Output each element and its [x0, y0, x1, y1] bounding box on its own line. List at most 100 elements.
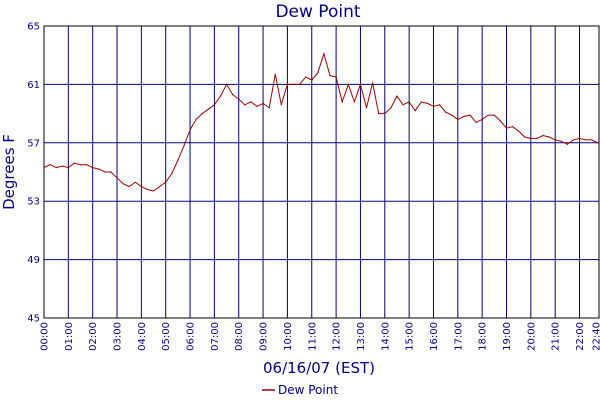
- data-point: [86, 164, 88, 166]
- x-tick-label: 15:00: [405, 322, 416, 351]
- x-tick-label: 16:00: [429, 322, 440, 351]
- data-point: [244, 104, 246, 106]
- data-point: [183, 145, 185, 147]
- data-point: [159, 186, 161, 188]
- data-point: [432, 105, 435, 107]
- data-point: [487, 114, 489, 116]
- y-axis-label: Degrees F: [0, 134, 18, 210]
- y-tick-label: 53: [27, 197, 40, 208]
- data-point: [475, 121, 477, 123]
- x-tick-label: 12:00: [332, 322, 343, 351]
- data-point: [116, 177, 118, 179]
- x-tick-label: 06:00: [186, 322, 197, 351]
- data-point: [171, 172, 173, 175]
- data-point: [572, 139, 575, 141]
- data-point: [207, 108, 209, 110]
- data-point: [213, 104, 215, 106]
- series-layer: [43, 51, 599, 192]
- data-point: [292, 83, 295, 85]
- data-point: [134, 181, 136, 183]
- data-point: [299, 83, 301, 85]
- x-tick-label: 07:00: [210, 322, 221, 351]
- data-point: [439, 104, 441, 106]
- grid-lines: [44, 25, 599, 319]
- x-tick-label: 17:00: [453, 322, 464, 351]
- data-point: [499, 120, 501, 122]
- data-point: [280, 104, 282, 106]
- data-point: [597, 142, 599, 144]
- data-point: [61, 165, 63, 167]
- data-point: [268, 107, 270, 109]
- x-tick-label: 05:00: [161, 322, 172, 351]
- data-point: [402, 104, 404, 106]
- x-tick-label: 19:00: [502, 322, 513, 351]
- x-tick-label: 08:00: [234, 322, 245, 351]
- data-point: [256, 105, 258, 107]
- data-point: [426, 102, 428, 104]
- x-tick-label: 13:00: [356, 322, 367, 351]
- data-point: [110, 171, 112, 173]
- data-point: [372, 82, 374, 84]
- plot-area: [43, 25, 600, 319]
- data-point: [396, 95, 398, 97]
- data-point: [414, 110, 416, 112]
- y-tick-label: 45: [27, 314, 40, 325]
- data-point: [323, 53, 325, 55]
- x-tick-label: 00:00: [40, 322, 51, 351]
- x-tick-label: 20:00: [526, 322, 537, 351]
- data-point: [578, 137, 581, 139]
- series-line: [43, 51, 599, 192]
- x-tick-label: 18:00: [478, 322, 489, 351]
- data-point: [152, 190, 155, 192]
- data-point: [250, 101, 252, 103]
- x-tick-label: 21:00: [551, 322, 562, 351]
- data-point: [384, 113, 386, 115]
- data-point: [286, 83, 288, 85]
- data-point: [524, 136, 526, 138]
- data-point: [177, 159, 179, 161]
- data-point: [566, 143, 569, 145]
- data-point: [548, 136, 550, 138]
- data-point: [542, 134, 544, 137]
- data-point: [98, 168, 100, 170]
- data-point: [445, 111, 447, 113]
- data-point: [353, 101, 355, 103]
- data-point: [341, 101, 343, 103]
- legend-label: Dew Point: [278, 383, 338, 397]
- legend: Dew Point: [262, 383, 338, 397]
- x-tick-label: 11:00: [307, 322, 318, 351]
- data-point: [420, 101, 422, 103]
- y-tick-labels: 45 49 53 57 61 65: [27, 22, 40, 325]
- data-point: [49, 164, 51, 166]
- data-point: [390, 107, 392, 109]
- data-point: [329, 75, 331, 77]
- data-point: [493, 114, 495, 116]
- data-point: [232, 94, 234, 96]
- data-point: [79, 164, 82, 166]
- data-point: [451, 114, 453, 116]
- data-point: [585, 139, 587, 141]
- data-point: [43, 167, 45, 169]
- data-point: [165, 181, 167, 183]
- chart-title: Dew Point: [275, 2, 360, 22]
- data-point: [305, 76, 307, 78]
- data-point: [226, 83, 228, 85]
- x-tick-label: 14:00: [380, 322, 391, 351]
- data-point: [591, 139, 593, 141]
- data-point: [469, 114, 471, 116]
- data-point: [73, 162, 75, 164]
- data-point: [104, 171, 106, 173]
- x-tick-label: 22:40: [591, 322, 600, 351]
- data-point: [55, 167, 57, 169]
- data-point: [262, 102, 264, 104]
- data-point: [140, 186, 142, 188]
- series-dew-point: [43, 51, 599, 192]
- data-point: [128, 186, 130, 188]
- x-axis-label: 06/16/07 (EST): [263, 359, 375, 377]
- data-point: [530, 137, 532, 139]
- data-point: [274, 73, 276, 75]
- data-point: [195, 118, 197, 120]
- data-point: [146, 188, 149, 191]
- data-point: [408, 101, 410, 103]
- x-tick-label: 03:00: [113, 322, 124, 351]
